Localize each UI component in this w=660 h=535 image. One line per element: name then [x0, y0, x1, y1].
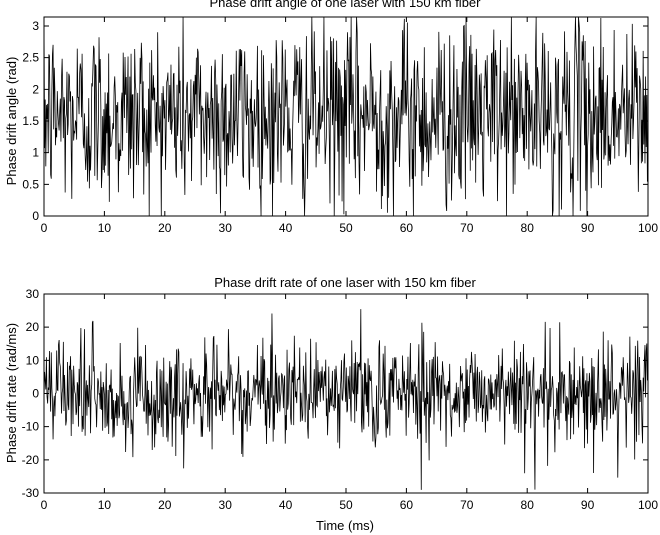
y-tick-label: 0: [32, 209, 39, 223]
x-tick-label: 80: [521, 221, 535, 235]
x-tick-label: 90: [581, 221, 595, 235]
x-tick-label: 30: [219, 221, 233, 235]
y-tick-label: 0.5: [22, 177, 39, 191]
x-tick-label: 100: [638, 221, 658, 235]
y-tick-label: 3: [32, 19, 39, 33]
phase-rate-chart: Phase drift rate of one laser with 150 k…: [4, 275, 658, 533]
x-tick-label: 20: [158, 498, 172, 512]
y-tick-label: -30: [22, 486, 40, 500]
phase-angle-chart: Phase drift angle of one laser with 150 …: [4, 0, 658, 235]
data-line: [43, 16, 649, 217]
y-tick-label: 20: [26, 320, 40, 334]
data-line: [43, 309, 649, 490]
x-tick-label: 10: [98, 221, 112, 235]
x-tick-label: 20: [158, 221, 172, 235]
phase-rate-ylabel: Phase drift rate (rad/ms): [4, 323, 19, 463]
phase-rate-plot-area: 0 10 20 30 40 50 60 70 80 90 100 -30 -20 -10 0 10 20 30: [22, 287, 659, 512]
x-tick-label: 70: [460, 221, 474, 235]
phase-rate-title: Phase drift rate of one laser with 150 k…: [214, 275, 476, 290]
phase-angle-ylabel: Phase drift angle (rad): [4, 57, 19, 186]
y-tick-label: 10: [26, 353, 40, 367]
x-tick-label: 10: [98, 498, 112, 512]
x-tick-label: 60: [400, 498, 414, 512]
x-tick-label: 40: [279, 221, 293, 235]
x-tick-label: 50: [339, 221, 353, 235]
y-tick-label: 2: [32, 82, 39, 96]
y-tick-label: -10: [22, 420, 40, 434]
y-tick-label: 30: [26, 287, 40, 301]
y-tick-label: 2.5: [22, 51, 39, 65]
x-tick-label: 30: [219, 498, 233, 512]
y-tick-label: 1.5: [22, 114, 39, 128]
x-tick-label: 0: [41, 221, 48, 235]
x-tick-label: 60: [400, 221, 414, 235]
x-tick-label: 70: [460, 498, 474, 512]
x-tick-label: 40: [279, 498, 293, 512]
phase-angle-title: Phase drift angle of one laser with 150 …: [210, 0, 482, 10]
y-tick-label: 1: [32, 146, 39, 160]
y-tick-label: 0: [32, 387, 39, 401]
x-tick-label: 90: [581, 498, 595, 512]
phase-rate-xlabel: Time (ms): [316, 518, 374, 533]
x-tick-label: 80: [521, 498, 535, 512]
phase-angle-plot-area: 0 10 20 30 40 50 60 70 80 90 100 0 0.5 1 1.5 2 2.5 3: [22, 16, 658, 235]
x-tick-label: 100: [638, 498, 658, 512]
x-tick-label: 0: [41, 498, 48, 512]
x-tick-label: 50: [339, 498, 353, 512]
y-tick-label: -20: [22, 453, 40, 467]
